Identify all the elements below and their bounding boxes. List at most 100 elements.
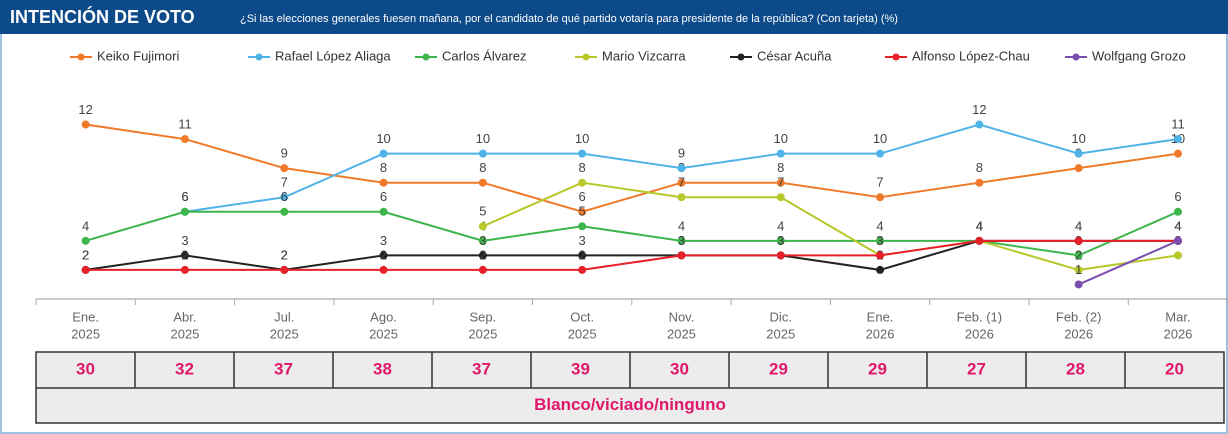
- table-value: 38: [373, 359, 392, 378]
- data-point: [776, 193, 785, 202]
- data-point: [975, 178, 984, 187]
- table-value: 37: [274, 359, 293, 378]
- data-label: 6: [281, 189, 288, 204]
- data-label: 2: [380, 247, 387, 262]
- table-value: 30: [670, 359, 689, 378]
- data-point: [1074, 251, 1083, 260]
- data-point: [876, 149, 885, 158]
- data-label: 3: [777, 233, 784, 248]
- data-point: [776, 236, 785, 245]
- data-label: 4: [1174, 218, 1181, 233]
- data-point: [1074, 236, 1083, 245]
- data-point: [578, 251, 587, 260]
- legend-label: Wolfgang Grozo: [1092, 48, 1186, 63]
- data-label: 4: [1075, 218, 1082, 233]
- data-label: 3: [678, 233, 685, 248]
- chart-subtitle: ¿Si las elecciones generales fuesen maña…: [240, 13, 898, 25]
- data-label: 2: [479, 247, 486, 262]
- series-line: [85, 210, 1179, 257]
- x-tick-label: 2026: [1163, 326, 1192, 341]
- data-point: [1173, 135, 1182, 144]
- legend-dot: [77, 53, 85, 61]
- data-label: 10: [575, 131, 589, 146]
- data-point: [677, 236, 686, 245]
- data-point: [180, 265, 189, 274]
- data-label: 10: [1071, 131, 1085, 146]
- x-tick-label: 2026: [965, 326, 994, 341]
- data-label: 3: [479, 233, 486, 248]
- x-tick-label: 2025: [667, 326, 696, 341]
- data-point: [1173, 236, 1182, 245]
- data-label: 3: [380, 233, 387, 248]
- data-label: 2: [181, 247, 188, 262]
- data-point: [975, 120, 984, 129]
- data-label: 12: [972, 102, 986, 117]
- data-label: 1: [1075, 262, 1082, 277]
- data-point: [1074, 149, 1083, 158]
- data-point: [81, 120, 90, 129]
- series-line: [85, 239, 1178, 271]
- data-point: [478, 222, 487, 231]
- data-point: [478, 149, 487, 158]
- data-point: [280, 207, 289, 216]
- series-line: [85, 123, 1179, 213]
- x-tick-label: 2026: [866, 326, 895, 341]
- data-point: [1074, 164, 1083, 173]
- data-point: [578, 207, 587, 216]
- legend-dot: [422, 53, 430, 61]
- series-line: [1078, 239, 1179, 286]
- data-label: 4: [876, 218, 883, 233]
- table-value: 20: [1165, 359, 1184, 378]
- data-point: [876, 265, 885, 274]
- x-tick-label: Sep.: [469, 309, 496, 324]
- data-point: [578, 149, 587, 158]
- data-label: 5: [579, 204, 586, 219]
- x-tick-label: Oct.: [570, 309, 594, 324]
- data-point: [578, 265, 587, 274]
- table-label: Blanco/viciado/ninguno: [534, 395, 726, 414]
- data-label: 3: [678, 233, 685, 248]
- data-label: 7: [281, 175, 288, 190]
- x-tick-label: Dic.: [770, 309, 792, 324]
- data-label: 4: [777, 218, 784, 233]
- data-point: [478, 236, 487, 245]
- data-label: 4: [976, 218, 983, 233]
- data-label: 10: [376, 131, 390, 146]
- data-point: [1173, 207, 1182, 216]
- legend-label: Alfonso López-Chau: [912, 48, 1030, 63]
- data-point: [280, 193, 289, 202]
- data-label: 3: [876, 233, 883, 248]
- data-label: 9: [281, 146, 288, 161]
- data-label: 10: [774, 131, 788, 146]
- x-tick-label: Nov.: [669, 309, 695, 324]
- data-label: 8: [579, 160, 586, 175]
- data-label: 4: [976, 218, 983, 233]
- data-label: 2: [82, 247, 89, 262]
- x-tick-label: Jul.: [274, 309, 294, 324]
- data-label: 6: [181, 189, 188, 204]
- x-tick-label: Mar.: [1165, 309, 1190, 324]
- data-label: 8: [380, 160, 387, 175]
- data-label: 10: [476, 131, 490, 146]
- data-point: [776, 251, 785, 260]
- data-point: [280, 265, 289, 274]
- legend-dot: [892, 53, 900, 61]
- x-tick-label: 2025: [468, 326, 497, 341]
- x-tick-label: Feb. (1): [957, 309, 1003, 324]
- data-label: 2: [281, 247, 288, 262]
- data-point: [975, 236, 984, 245]
- table-value: 37: [472, 359, 491, 378]
- data-label: 7: [777, 175, 784, 190]
- x-tick-label: 2025: [71, 326, 100, 341]
- legend-dot: [255, 53, 263, 61]
- legend-dot: [737, 53, 745, 61]
- data-point: [1173, 251, 1182, 260]
- data-label: 8: [976, 160, 983, 175]
- data-label: 4: [1075, 218, 1082, 233]
- x-tick-label: 2025: [270, 326, 299, 341]
- x-tick-label: Ene.: [867, 309, 894, 324]
- x-tick-label: 2025: [766, 326, 795, 341]
- data-point: [180, 135, 189, 144]
- legend-dot: [1072, 53, 1080, 61]
